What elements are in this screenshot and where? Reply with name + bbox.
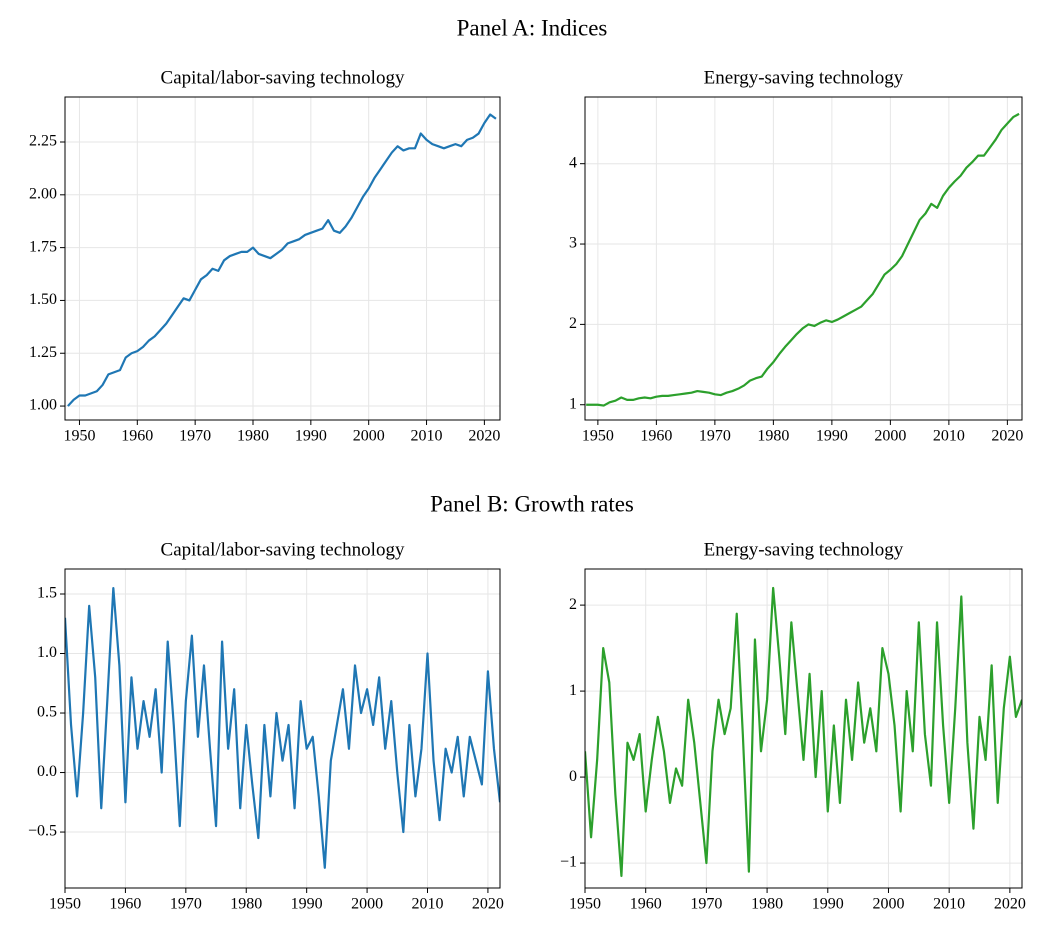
axes-frame	[584, 96, 1023, 421]
x-tick-label: 1950	[49, 896, 81, 913]
data-line	[65, 586, 500, 869]
axes-frame	[64, 96, 501, 421]
y-tick-label: 1.50	[29, 291, 57, 308]
x-tick-label: 1950	[569, 896, 601, 913]
y-tick-label: 1.00	[29, 397, 57, 414]
x-tick-label: 1980	[751, 896, 783, 913]
x-tick-label: 2000	[353, 428, 385, 445]
subplot-title: Energy-saving technology	[704, 67, 904, 88]
y-tick-label: 2	[569, 315, 577, 332]
x-tick-label: 2010	[412, 896, 444, 913]
x-tick-label: 1960	[630, 896, 662, 913]
x-tick-label: 1970	[179, 428, 211, 445]
panel-title: Panel A: Indices	[457, 15, 608, 40]
y-tick-label: 1	[569, 395, 577, 412]
x-tick-label: 1970	[699, 428, 731, 445]
x-tick-label: 1950	[582, 428, 614, 445]
y-tick-label: −0.5	[28, 823, 57, 840]
x-tick-label: 2020	[991, 428, 1023, 445]
x-tick-label: 1990	[291, 896, 323, 913]
y-tick-label: 2	[569, 596, 577, 613]
subplot-title: Capital/labor-saving technology	[161, 67, 405, 88]
x-tick-label: 1980	[757, 428, 789, 445]
x-tick-label: 1990	[816, 428, 848, 445]
y-tick-label: 3	[569, 235, 577, 252]
y-tick-label: 2.25	[29, 133, 57, 150]
y-tick-label: 0.0	[37, 763, 57, 780]
x-tick-label: 2020	[994, 896, 1026, 913]
y-tick-label: −1	[560, 854, 577, 871]
panel-title: Panel B: Growth rates	[430, 491, 634, 516]
x-tick-label: 1960	[109, 896, 141, 913]
x-tick-label: 1980	[237, 428, 269, 445]
data-line	[67, 113, 497, 407]
x-tick-label: 2010	[411, 428, 443, 445]
y-tick-label: 1.5	[37, 585, 57, 602]
x-tick-label: 1960	[121, 428, 153, 445]
subplot-title: Energy-saving technology	[704, 539, 904, 560]
y-tick-label: 1.25	[29, 344, 57, 361]
axes-frame	[64, 568, 501, 889]
x-tick-label: 2000	[874, 428, 906, 445]
subplot-title: Capital/labor-saving technology	[161, 539, 405, 560]
x-tick-label: 2010	[933, 896, 965, 913]
x-tick-label: 1990	[295, 428, 327, 445]
x-tick-label: 2020	[468, 428, 500, 445]
y-tick-label: 1	[569, 682, 577, 699]
x-tick-label: 2000	[872, 896, 904, 913]
data-line	[586, 112, 1020, 407]
y-tick-label: 1.0	[37, 644, 57, 661]
x-tick-label: 1990	[812, 896, 844, 913]
y-tick-label: 2.00	[29, 185, 57, 202]
x-tick-label: 1950	[63, 428, 95, 445]
x-tick-label: 1960	[640, 428, 672, 445]
x-tick-label: 2000	[351, 896, 383, 913]
x-tick-label: 2010	[933, 428, 965, 445]
y-tick-label: 1.75	[29, 238, 57, 255]
data-line	[585, 586, 1022, 878]
x-tick-label: 2020	[472, 896, 504, 913]
x-tick-label: 1970	[690, 896, 722, 913]
x-tick-label: 1980	[230, 896, 262, 913]
axes-frame	[584, 568, 1023, 889]
y-tick-label: 0	[569, 768, 577, 785]
y-tick-label: 4	[569, 154, 577, 171]
y-tick-label: 0.5	[37, 704, 57, 721]
x-tick-label: 1970	[170, 896, 202, 913]
